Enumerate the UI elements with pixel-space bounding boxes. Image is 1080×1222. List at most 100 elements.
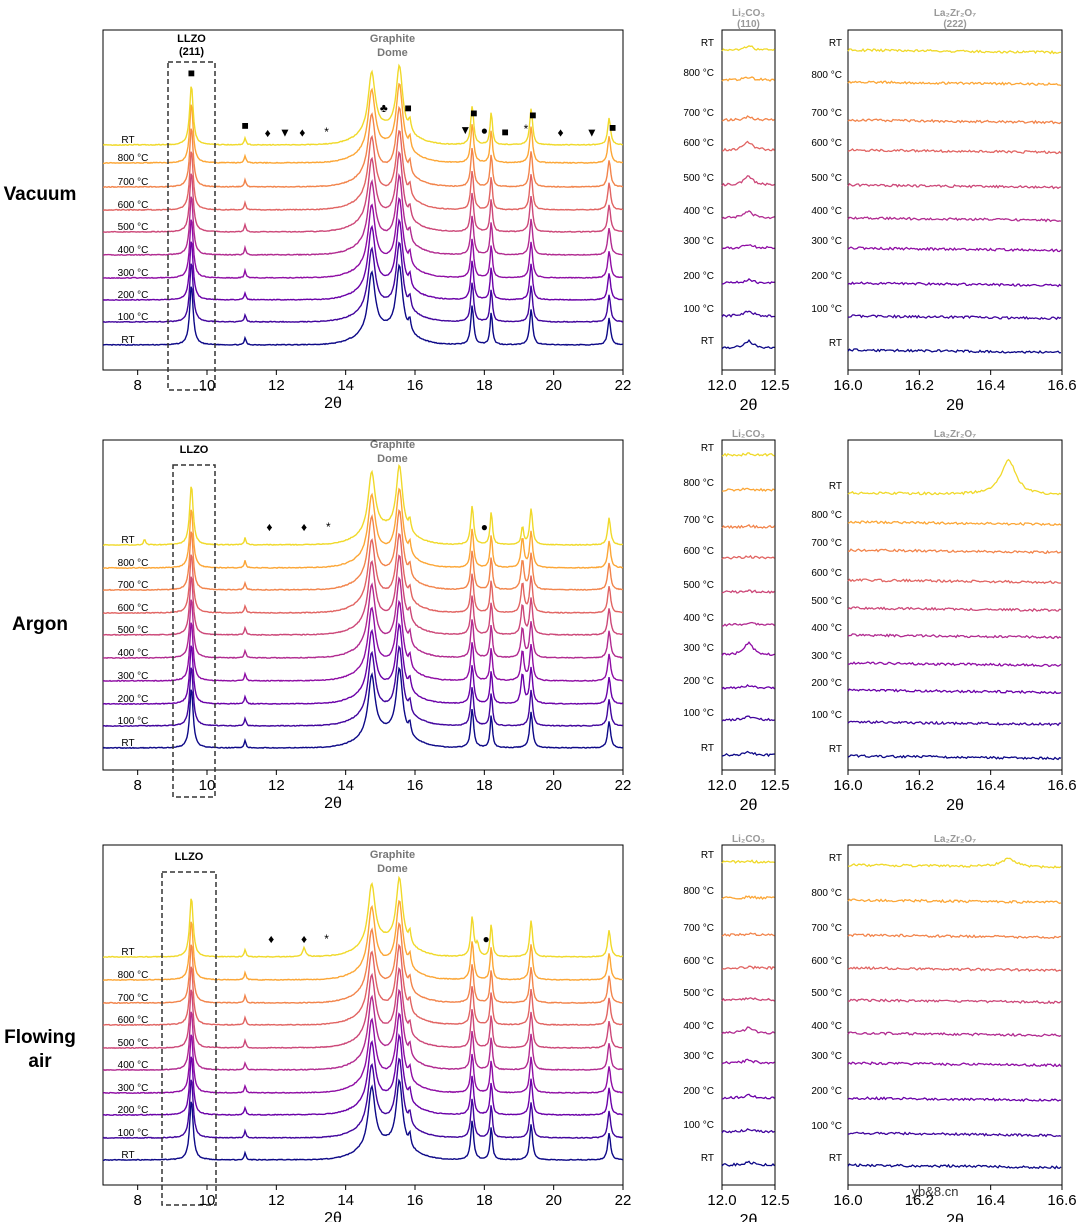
x-tick-label: 12 <box>268 777 285 794</box>
zoom-series-label: 600 °C <box>683 138 714 149</box>
series-line <box>103 532 623 615</box>
zoom-series-line <box>721 1128 775 1134</box>
zoom-series-label: 600 °C <box>811 138 842 149</box>
series-line <box>103 129 623 212</box>
series-line <box>103 241 623 324</box>
zoom-series-line <box>847 314 1062 321</box>
zoom-series-line <box>721 338 775 350</box>
series-label: 500 °C <box>118 625 149 636</box>
x-tick-label: 14 <box>337 777 354 794</box>
zoom-series-label: RT <box>701 336 714 347</box>
series-label: 600 °C <box>118 200 149 211</box>
series-line <box>103 988 623 1072</box>
zoom-series-label: 700 °C <box>811 108 842 119</box>
zoom-x-tick-label: 16.0 <box>833 777 862 794</box>
zoom-series-label: 600 °C <box>811 568 842 579</box>
x-tick-label: 20 <box>545 777 562 794</box>
zoom-series-line <box>721 175 775 187</box>
zoom-x-tick-label: 16.0 <box>833 1192 862 1209</box>
zoom-series-line <box>721 996 775 1002</box>
zoom-series-line <box>847 661 1062 668</box>
x-axis-label: 2θ <box>324 1210 342 1222</box>
zoom-series-line <box>847 246 1062 253</box>
zoom-series-label: 700 °C <box>683 108 714 119</box>
series-label: RT <box>121 1150 134 1161</box>
zoom-series-line <box>848 548 1062 555</box>
zoom-series-label: 700 °C <box>683 515 714 526</box>
llzo-label: LLZO <box>177 33 206 45</box>
x-tick-label: 18 <box>476 1192 493 1209</box>
zoom-series-label: 500 °C <box>683 988 714 999</box>
zoom-series-line <box>721 589 775 594</box>
series-line <box>103 875 623 959</box>
series-label: 600 °C <box>118 1015 149 1026</box>
phase-marker: ▼ <box>279 126 291 140</box>
zoom-series-line <box>721 750 775 758</box>
series-line <box>103 921 623 1005</box>
series-label: 400 °C <box>118 648 149 659</box>
series-line <box>103 622 623 706</box>
x-tick-label: 16 <box>407 377 424 394</box>
zoom-series-label: 800 °C <box>811 70 842 81</box>
phase-marker: ♦ <box>266 520 272 534</box>
graphite-dome-label: Graphite <box>370 33 415 45</box>
zoom-series-label: 200 °C <box>683 1086 714 1097</box>
zoom-series-label: 300 °C <box>811 651 842 662</box>
zoom-series-label: 100 °C <box>811 710 842 721</box>
row-label: Flowing <box>4 1027 76 1048</box>
zoom-series-line <box>847 1131 1062 1138</box>
zoom-series-line <box>847 606 1062 613</box>
zoom-series-label: RT <box>829 38 842 49</box>
zoom-series-label: 300 °C <box>811 1051 842 1062</box>
series-line <box>103 463 623 546</box>
llzo-label: LLZO <box>175 851 204 863</box>
zoom-series-line <box>847 898 1062 905</box>
zoom-series-label: RT <box>701 850 714 861</box>
li2co3-zoom-title: Li₂CO₃ <box>732 834 765 845</box>
zoom-x-tick-label: 12.0 <box>707 777 736 794</box>
series-line <box>103 1012 623 1095</box>
llzo-highlight-box <box>161 871 217 1206</box>
series-label: 800 °C <box>118 153 149 164</box>
zoom-series-line <box>721 278 775 285</box>
phase-marker: ♦ <box>265 126 271 140</box>
zoom-series-line <box>847 118 1062 125</box>
li2co3-zoom-title: (110) <box>737 19 760 30</box>
x-tick-label: 20 <box>545 377 562 394</box>
la2zr2o7-zoom-title: La₂Zr₂O₇ <box>934 834 976 845</box>
zoom-series-label: 500 °C <box>811 173 842 184</box>
zoom-x-tick-label: 12.5 <box>760 377 789 394</box>
zoom-x-tick-label: 12.0 <box>707 377 736 394</box>
series-line <box>103 599 623 683</box>
zoom-series-label: RT <box>829 744 842 755</box>
zoom-series-line <box>721 965 775 971</box>
zoom-series-line <box>847 633 1062 640</box>
row-label: Vacuum <box>4 184 77 205</box>
zoom-series-label: 300 °C <box>683 643 714 654</box>
zoom-series-label: 700 °C <box>683 923 714 934</box>
x-tick-label: 16 <box>407 777 424 794</box>
zoom-series-label: 200 °C <box>811 678 842 689</box>
phase-marker: ■ <box>502 125 509 139</box>
x-tick-label: 8 <box>133 777 141 794</box>
phase-marker: ■ <box>609 121 616 135</box>
graphite-dome-label: Dome <box>377 863 408 875</box>
zoom-series-label: 400 °C <box>683 206 714 217</box>
zoom-series-label: 100 °C <box>683 1120 714 1131</box>
la2zr2o7-zoom-title: La₂Zr₂O₇ <box>934 8 976 19</box>
main-plot-frame <box>102 439 624 771</box>
la2zr2o7-zoom-frame <box>847 844 1063 1186</box>
zoom-series-label: 200 °C <box>811 271 842 282</box>
graphite-dome-label: Dome <box>377 453 408 465</box>
x-tick-label: 12 <box>268 377 285 394</box>
x-tick-label: 12 <box>268 1192 285 1209</box>
zoom-series-label: RT <box>701 38 714 49</box>
zoom-series-line <box>721 452 775 458</box>
zoom-series-line <box>721 859 775 864</box>
zoom-series-line <box>721 554 775 560</box>
x-tick-label: 8 <box>133 377 141 394</box>
x-tick-label: 20 <box>545 1192 562 1209</box>
graphite-dome-label: Graphite <box>370 439 415 451</box>
series-line <box>103 1057 623 1140</box>
series-line <box>103 899 623 982</box>
